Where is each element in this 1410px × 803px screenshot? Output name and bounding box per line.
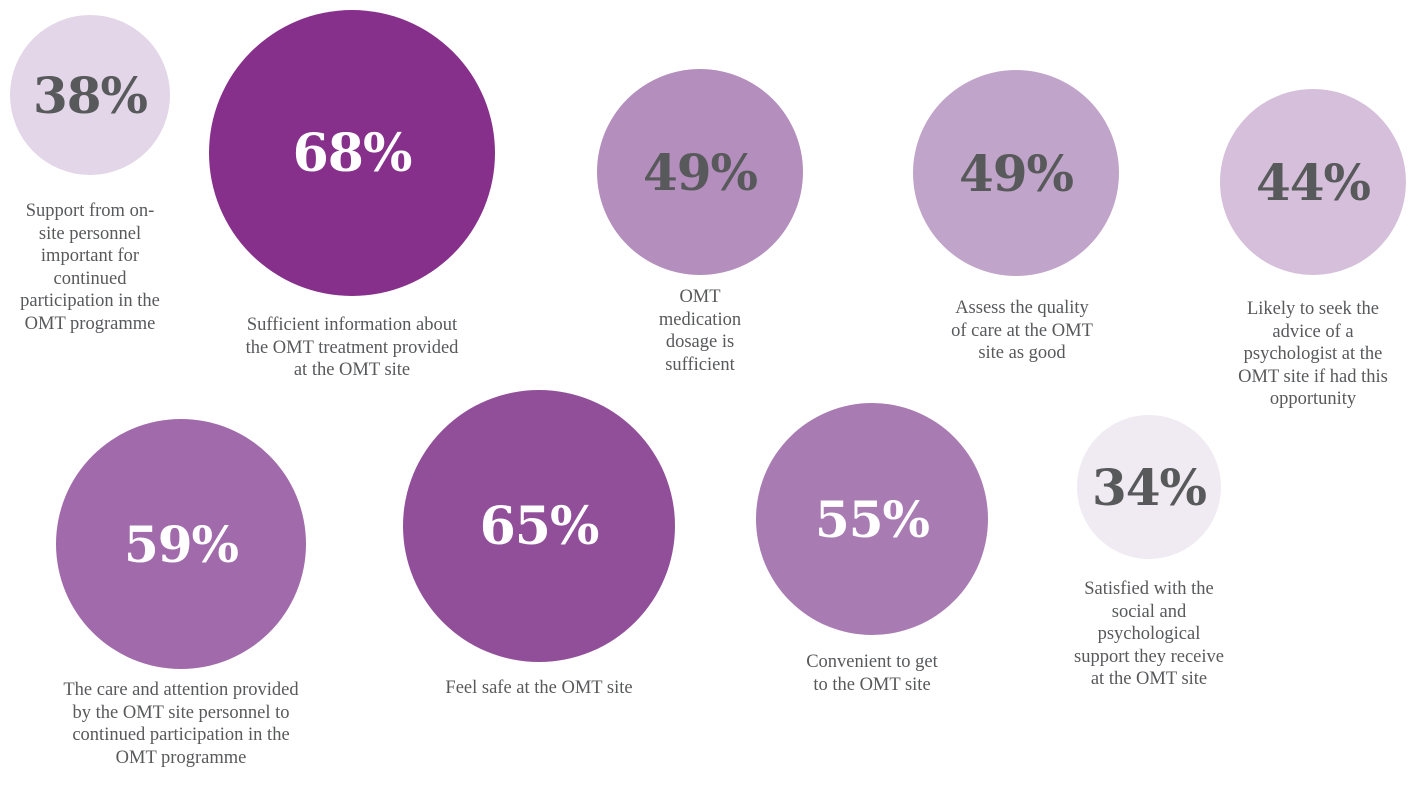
bubble: 38% [10, 15, 170, 175]
bubble-caption: Sufficient information about the OMT tre… [245, 315, 459, 380]
bubble-value: 38% [32, 65, 148, 125]
bubble: 55% [756, 403, 988, 635]
bubble-caption: Satisfied with the social and psychologi… [1074, 579, 1224, 689]
bubble-value: 34% [1091, 457, 1207, 517]
bubble-caption: Support from on-site personnel important… [20, 201, 160, 334]
bubble-value: 59% [123, 514, 239, 574]
bubble: 34% [1077, 415, 1221, 559]
bubble-caption: OMT medication dosage is sufficient [658, 287, 742, 375]
bubble: 65% [403, 390, 675, 662]
bubble-value: 68% [292, 122, 413, 184]
bubble-caption: Feel safe at the OMT site [445, 678, 633, 698]
bubble-caption: Likely to seek the advice of a psycholog… [1238, 299, 1388, 409]
bubble: 68% [209, 10, 495, 296]
bubble: 49% [597, 69, 803, 275]
bubble-caption: The care and attention provided by the O… [63, 680, 299, 768]
bubble-value: 49% [958, 143, 1074, 203]
bubble-value: 55% [814, 489, 930, 549]
bubble-caption: Assess the quality of care at the OMT si… [951, 298, 1093, 363]
bubble: 44% [1220, 89, 1406, 275]
bubble-value: 65% [479, 495, 600, 557]
bubble: 59% [56, 419, 306, 669]
bubble-value: 44% [1255, 152, 1371, 212]
bubble-caption: Convenient to get to the OMT site [806, 652, 938, 695]
bubble: 49% [913, 70, 1119, 276]
bubble-value: 49% [642, 142, 758, 202]
